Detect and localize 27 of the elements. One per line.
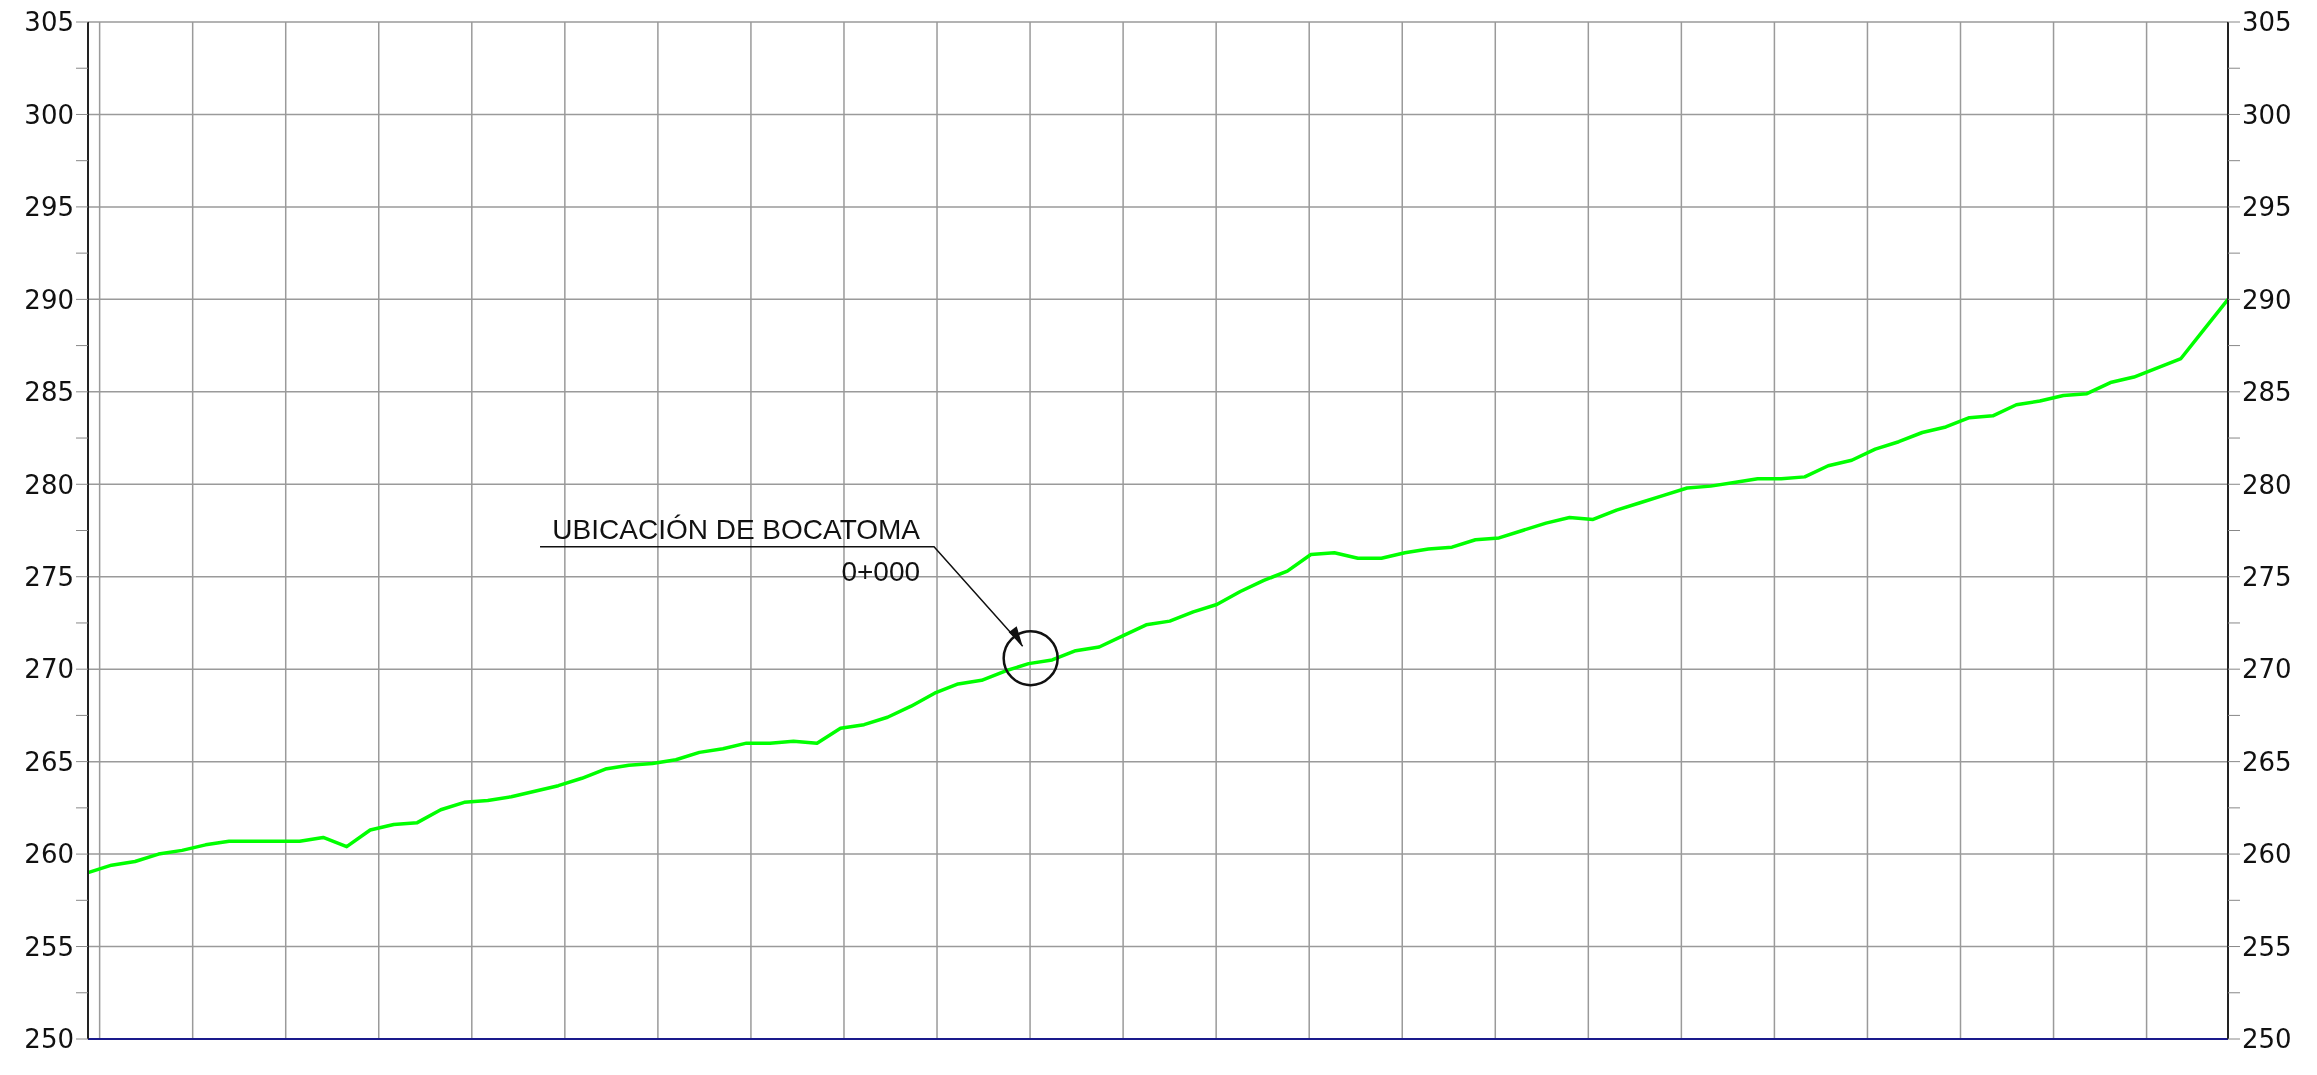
y-tick-label: 300 bbox=[24, 99, 74, 130]
line-series bbox=[86, 297, 2230, 875]
y-tick-label: 250 bbox=[24, 1024, 74, 1055]
y2-tick-label: 305 bbox=[2242, 7, 2292, 38]
y2-tick-label: 250 bbox=[2242, 1024, 2292, 1055]
y2-tick-label: 300 bbox=[2242, 99, 2292, 130]
y2-tick-label: 275 bbox=[2242, 561, 2292, 592]
y-tick-label: 260 bbox=[24, 839, 74, 870]
annotation: 0+000 bbox=[841, 555, 921, 587]
y-tick-label: 285 bbox=[24, 377, 74, 408]
y2-tick-label: 270 bbox=[2242, 654, 2292, 685]
y2-tick-label: 260 bbox=[2242, 839, 2292, 870]
y2-tick-label: 255 bbox=[2242, 931, 2292, 962]
y-tick-label: 290 bbox=[24, 284, 74, 315]
y2-tick-label: 280 bbox=[2242, 469, 2292, 500]
annotation: UBICACIÓN DE BOCATOMA bbox=[552, 513, 921, 545]
y-tick-label: 255 bbox=[24, 931, 74, 962]
y2-tick-label: 295 bbox=[2242, 192, 2292, 223]
y2-tick-label: 265 bbox=[2242, 746, 2292, 777]
y-tick-label: 270 bbox=[24, 654, 74, 685]
y-tick-label: 305 bbox=[24, 7, 74, 38]
y-tick-label: 275 bbox=[24, 561, 74, 592]
y2-tick-label: 290 bbox=[2242, 284, 2292, 315]
y-tick-label: 265 bbox=[24, 746, 74, 777]
y-tick-label: 280 bbox=[24, 469, 74, 500]
y-tick-label: 295 bbox=[24, 192, 74, 223]
y2-tick-label: 285 bbox=[2242, 377, 2292, 408]
